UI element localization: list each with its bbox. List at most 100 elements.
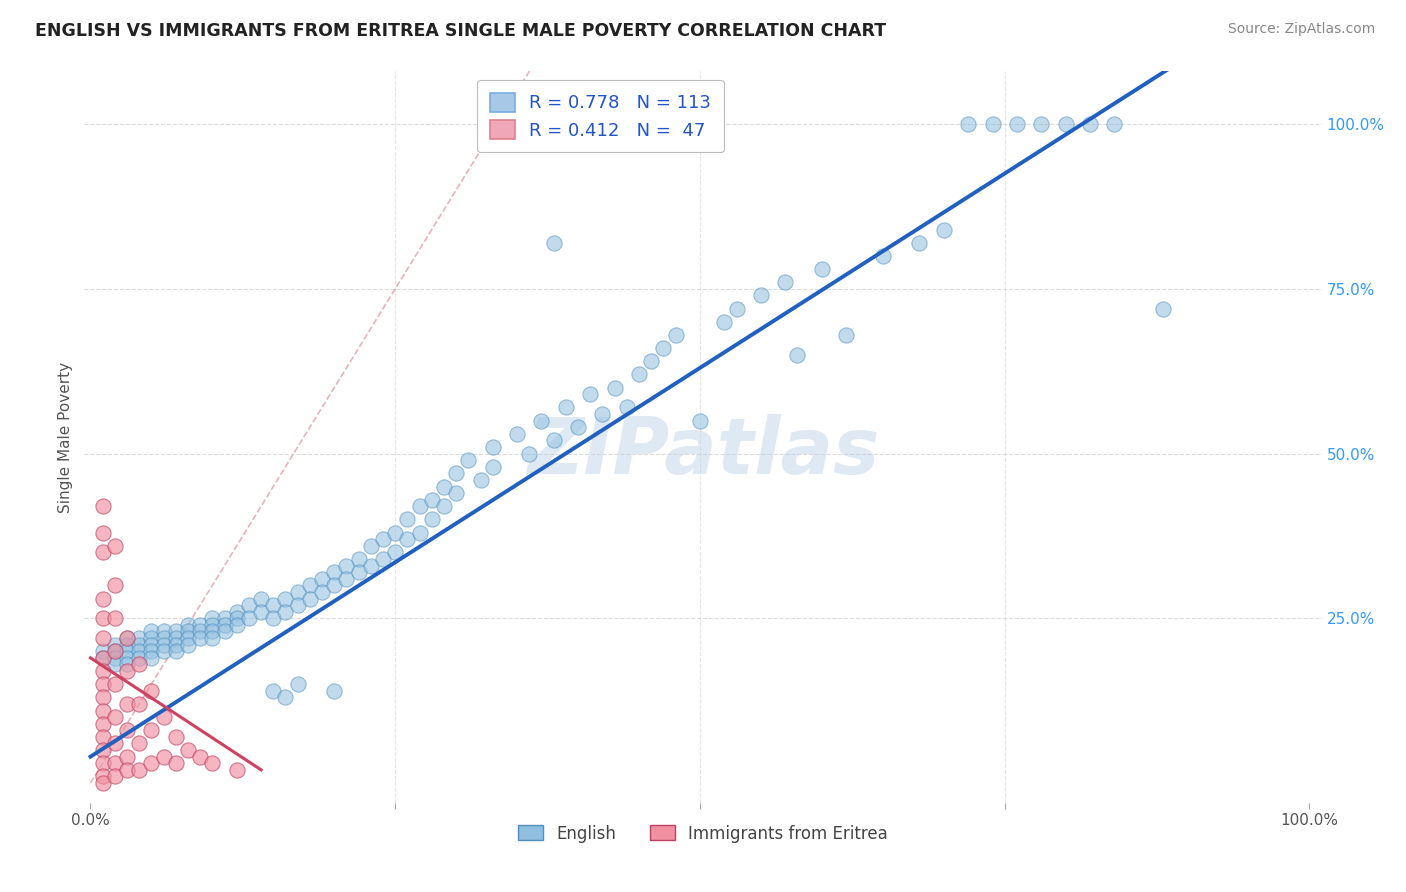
Point [591,407,613,421]
Point [360,539,382,553]
Point [201,611,224,625]
Point [115,650,138,665]
Point [188,618,211,632]
Point [104,756,127,771]
Point [91,704,114,718]
Point [262,683,284,698]
Point [311,585,333,599]
Point [91,545,114,559]
Point [91,716,114,731]
Point [165,756,187,771]
Point [152,644,174,658]
Point [408,525,430,540]
Point [91,756,114,771]
Point [91,591,114,606]
Point [115,638,138,652]
Point [749,288,772,302]
Point [225,618,247,632]
Point [1104,117,1126,131]
Point [104,737,127,751]
Point [517,446,540,460]
Point [115,763,138,777]
Point [420,492,443,507]
Point [1152,301,1174,316]
Point [554,401,576,415]
Point [238,598,260,612]
Point [115,657,138,672]
Point [165,730,187,744]
Point [274,605,297,619]
Point [141,624,163,639]
Point [214,618,236,632]
Point [177,618,200,632]
Point [311,572,333,586]
Point [91,730,114,744]
Point [104,710,127,724]
Point [347,552,370,566]
Point [530,414,553,428]
Point [481,440,503,454]
Point [104,677,127,691]
Point [201,624,224,639]
Point [91,525,114,540]
Point [225,605,247,619]
Text: ENGLISH VS IMMIGRANTS FROM ERITREA SINGLE MALE POVERTY CORRELATION CHART: ENGLISH VS IMMIGRANTS FROM ERITREA SINGL… [35,22,886,40]
Point [91,769,114,783]
Point [128,697,150,711]
Point [104,638,127,652]
Point [872,249,894,263]
Point [689,414,711,428]
Point [932,222,955,236]
Point [506,426,529,441]
Y-axis label: Single Male Poverty: Single Male Poverty [58,361,73,513]
Point [250,591,273,606]
Point [908,235,931,250]
Point [177,638,200,652]
Point [177,631,200,645]
Point [115,697,138,711]
Point [481,459,503,474]
Point [152,638,174,652]
Point [262,598,284,612]
Point [128,631,150,645]
Point [1054,117,1077,131]
Point [543,235,565,250]
Point [201,756,224,771]
Point [165,638,187,652]
Point [225,611,247,625]
Point [188,631,211,645]
Point [652,341,675,355]
Point [811,262,834,277]
Point [104,611,127,625]
Point [457,453,479,467]
Point [104,769,127,783]
Point [104,657,127,672]
Point [664,327,686,342]
Point [177,624,200,639]
Point [567,420,589,434]
Point [91,611,114,625]
Point [371,552,394,566]
Point [287,585,309,599]
Point [165,644,187,658]
Point [91,500,114,514]
Point [152,749,174,764]
Point [323,683,346,698]
Point [115,723,138,738]
Point [165,631,187,645]
Point [433,479,456,493]
Point [128,657,150,672]
Point [543,434,565,448]
Text: ZIPatlas: ZIPatlas [527,414,879,490]
Point [287,677,309,691]
Point [1031,117,1053,131]
Point [128,763,150,777]
Point [115,749,138,764]
Point [444,486,467,500]
Point [335,558,357,573]
Point [141,650,163,665]
Point [1005,117,1028,131]
Point [786,348,808,362]
Point [115,664,138,678]
Point [152,710,174,724]
